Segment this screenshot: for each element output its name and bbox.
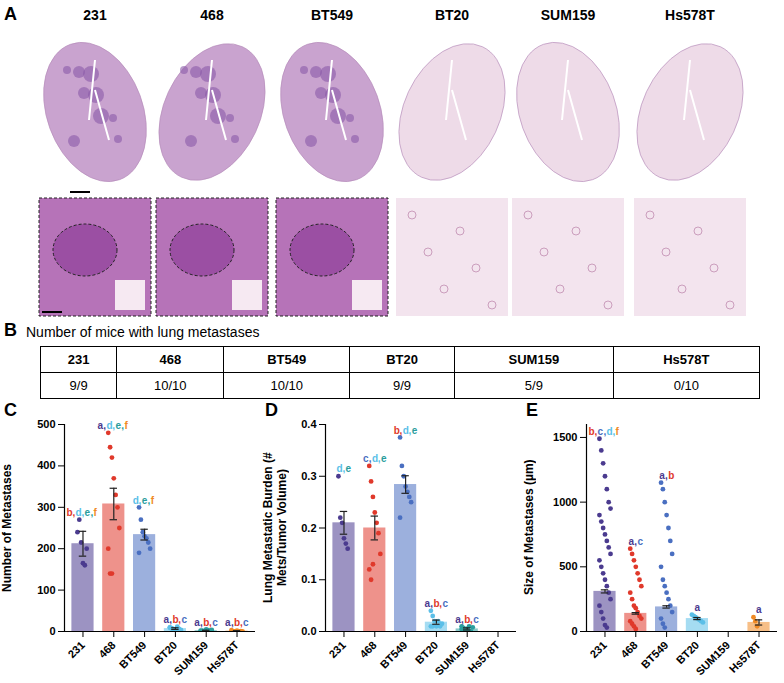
svg-text:Hs578T: Hs578T <box>466 639 502 675</box>
svg-text:Hs578T: Hs578T <box>665 7 715 23</box>
svg-text:c: c <box>637 536 643 547</box>
html-text:Size of Metastases (µm): Size of Metastases (µm) <box>522 459 536 596</box>
html-text:231: 231 <box>67 352 90 367</box>
svg-text:0.0: 0.0 <box>301 625 316 637</box>
svg-text:300: 300 <box>37 501 55 513</box>
svg-text:c: c <box>212 617 218 628</box>
svg-text:500: 500 <box>559 560 577 572</box>
html-text:B: B <box>4 320 17 340</box>
svg-text:e: e <box>412 425 418 436</box>
svg-text:f: f <box>151 495 155 506</box>
html-text:C: C <box>4 400 17 420</box>
svg-text:BT549: BT549 <box>639 639 671 671</box>
html-text:SUM159: SUM159 <box>508 352 560 367</box>
svg-text:f: f <box>94 507 98 518</box>
html-text:Number of Metastases: Number of Metastases <box>0 463 14 592</box>
svg-text:c: c <box>243 617 249 628</box>
svg-text:1000: 1000 <box>553 496 577 508</box>
svg-text:b: b <box>668 470 674 481</box>
svg-text:a: a <box>695 602 701 613</box>
html-text:a, b,: a, b, <box>455 613 473 625</box>
svg-text:468: 468 <box>96 639 117 660</box>
html-text:b, d,: b, d, <box>393 424 412 436</box>
svg-text:SUM159: SUM159 <box>171 639 210 678</box>
svg-text:c: c <box>182 614 188 625</box>
html-text:d,: d, <box>336 463 346 475</box>
html-text:Lung Metastatic Burden (# Mets: Lung Metastatic Burden (# Mets/Tumor Vol… <box>261 452 289 603</box>
svg-text:BT20: BT20 <box>152 639 180 667</box>
html-text:d, e,: d, e, <box>132 494 151 506</box>
svg-text:1500: 1500 <box>553 431 577 443</box>
svg-text:f: f <box>124 420 128 431</box>
svg-text:231: 231 <box>587 639 608 660</box>
svg-text:468: 468 <box>200 7 224 23</box>
svg-text:e: e <box>346 463 352 474</box>
svg-text:BT549: BT549 <box>311 7 353 23</box>
html-text:BT549: BT549 <box>267 352 307 367</box>
html-text:a, b,: a, b, <box>163 613 182 625</box>
html-text:c, d,: c, d, <box>362 453 381 465</box>
html-text:b, d, e,: b, d, e, <box>66 506 94 518</box>
html-text:BT20: BT20 <box>386 352 418 367</box>
svg-text:A: A <box>4 4 17 24</box>
html-text:a, b,: a, b, <box>194 616 212 628</box>
svg-text:468: 468 <box>357 639 378 660</box>
html-text:5/9: 5/9 <box>524 378 543 393</box>
html-text:9/9: 9/9 <box>69 378 88 393</box>
svg-text:0.3: 0.3 <box>301 470 316 482</box>
svg-text:231: 231 <box>326 639 347 660</box>
svg-text:SUM159: SUM159 <box>432 639 471 678</box>
svg-text:SUM159: SUM159 <box>693 639 732 678</box>
html-text:9/9: 9/9 <box>393 378 412 393</box>
svg-text:231: 231 <box>65 639 86 660</box>
html-text:a, b,: a, b, <box>225 617 243 629</box>
html-text:a,: a, <box>628 535 637 547</box>
html-text:a, d, e,: a, d, e, <box>97 420 124 431</box>
svg-text:500: 500 <box>37 418 55 430</box>
svg-text:200: 200 <box>37 542 55 554</box>
svg-text:BT549: BT549 <box>378 639 410 671</box>
svg-text:SUM159: SUM159 <box>541 7 596 23</box>
html-text:E: E <box>526 400 538 420</box>
html-text:0/10: 0/10 <box>673 378 699 393</box>
svg-text:Hs578T: Hs578T <box>727 639 763 675</box>
svg-text:0.1: 0.1 <box>301 573 316 585</box>
svg-text:231: 231 <box>83 7 107 23</box>
svg-text:0.4: 0.4 <box>301 418 317 430</box>
html-text:Hs578T: Hs578T <box>663 352 710 367</box>
svg-text:0.2: 0.2 <box>301 522 316 534</box>
svg-text:0: 0 <box>49 625 55 637</box>
svg-text:c: c <box>443 598 449 609</box>
svg-text:Hs578T: Hs578T <box>205 639 241 675</box>
html-text:D: D <box>265 400 278 420</box>
html-text:Number of mice with lung metas: Number of mice with lung metastases <box>26 324 260 340</box>
html-text:10/10: 10/10 <box>270 378 303 393</box>
html-text:a, b,: a, b, <box>424 598 443 609</box>
svg-text:468: 468 <box>618 639 639 660</box>
svg-text:0: 0 <box>571 625 577 637</box>
svg-text:e: e <box>381 453 387 464</box>
svg-text:BT20: BT20 <box>435 7 469 23</box>
svg-text:c: c <box>473 614 479 625</box>
html-text:468: 468 <box>159 352 182 367</box>
svg-text:f: f <box>616 426 620 437</box>
svg-text:a: a <box>756 604 762 615</box>
html-text:10/10: 10/10 <box>154 378 187 393</box>
svg-text:400: 400 <box>37 459 55 471</box>
svg-text:BT20: BT20 <box>413 639 441 667</box>
svg-text:BT20: BT20 <box>674 639 702 667</box>
html-text:b, c, d,: b, c, d, <box>588 425 616 437</box>
html-text:a,: a, <box>659 469 668 481</box>
svg-text:100: 100 <box>37 584 55 596</box>
svg-text:BT549: BT549 <box>117 639 149 671</box>
